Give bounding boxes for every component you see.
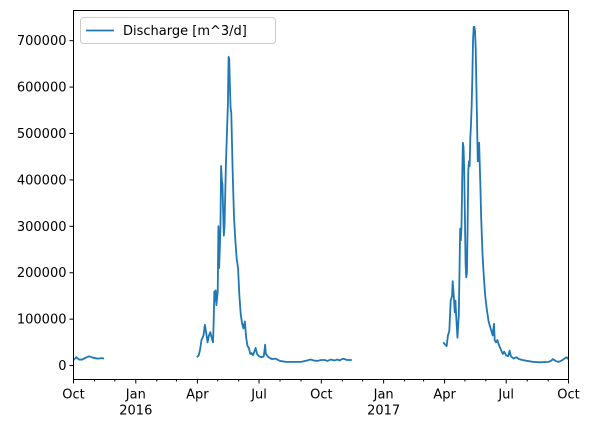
plot-area <box>72 25 570 364</box>
y-tick-label: 400000 <box>17 173 67 188</box>
x-tick-label: Oct <box>557 388 579 403</box>
y-axis: 0 100000 200000 300000 400000 500000 600000 700… <box>17 34 74 374</box>
x-tick-year-label: 2016 <box>119 404 152 419</box>
axes-frame <box>73 10 569 380</box>
legend: Discharge [m^3/d] <box>80 17 276 44</box>
y-tick-label: 700000 <box>17 34 67 49</box>
x-tick-year-label: 2017 <box>367 404 400 419</box>
series-line-segment <box>196 56 352 363</box>
x-tick-label: Oct <box>310 388 332 403</box>
legend-series-label: Discharge [m^3/d] <box>123 24 247 39</box>
x-tick-label: Jan <box>125 388 146 403</box>
y-tick-label: 0 <box>58 359 66 374</box>
y-tick-label: 200000 <box>17 266 67 281</box>
y-tick-label: 600000 <box>17 81 67 96</box>
y-tick-label: 100000 <box>17 313 67 328</box>
x-tick-label: Jan <box>373 388 394 403</box>
series-line-segment <box>442 25 570 364</box>
x-tick-label: Jul <box>497 388 514 403</box>
x-tick-label: Apr <box>186 388 209 403</box>
y-tick-label: 500000 <box>17 127 67 142</box>
series-line-segment <box>72 355 105 361</box>
x-tick-label: Oct <box>62 388 84 403</box>
legend-box <box>80 17 276 44</box>
y-tick-label: 300000 <box>17 220 67 235</box>
x-tick-label: Jul <box>250 388 267 403</box>
x-tick-label: Apr <box>433 388 456 403</box>
